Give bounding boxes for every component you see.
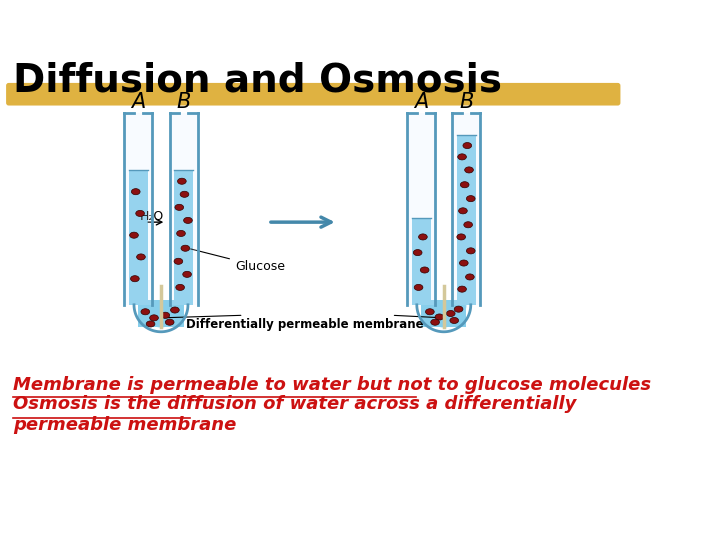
Ellipse shape — [171, 307, 179, 313]
Ellipse shape — [446, 310, 455, 316]
Ellipse shape — [458, 286, 467, 292]
Ellipse shape — [418, 234, 427, 240]
Ellipse shape — [174, 258, 183, 265]
FancyBboxPatch shape — [6, 83, 621, 105]
Bar — [412, 218, 431, 305]
Ellipse shape — [464, 222, 472, 228]
Ellipse shape — [459, 208, 467, 214]
Bar — [138, 300, 184, 327]
Ellipse shape — [178, 178, 186, 184]
Bar — [421, 300, 467, 327]
Ellipse shape — [467, 195, 475, 202]
Ellipse shape — [166, 319, 174, 325]
Text: permeable membrane: permeable membrane — [13, 416, 236, 434]
Ellipse shape — [175, 204, 184, 211]
Ellipse shape — [420, 267, 429, 273]
Text: B: B — [176, 92, 191, 112]
Ellipse shape — [450, 318, 459, 323]
Ellipse shape — [183, 271, 192, 278]
Ellipse shape — [467, 248, 475, 254]
Ellipse shape — [180, 191, 189, 197]
Text: Diffusion and Osmosis: Diffusion and Osmosis — [13, 61, 502, 99]
Ellipse shape — [130, 232, 138, 238]
Ellipse shape — [130, 275, 139, 282]
Ellipse shape — [414, 285, 423, 291]
Ellipse shape — [413, 249, 422, 255]
Wedge shape — [138, 305, 184, 327]
Text: H₂O: H₂O — [140, 210, 164, 222]
Text: B: B — [459, 92, 474, 112]
Text: Osmosis is the diffusion of water across a differentially: Osmosis is the diffusion of water across… — [13, 395, 577, 413]
Ellipse shape — [137, 254, 145, 260]
Wedge shape — [421, 305, 467, 327]
Bar — [170, 113, 197, 305]
Ellipse shape — [454, 306, 463, 312]
Bar — [129, 170, 148, 305]
Ellipse shape — [464, 167, 473, 173]
Ellipse shape — [466, 274, 474, 280]
Ellipse shape — [460, 181, 469, 188]
Ellipse shape — [184, 218, 192, 224]
Ellipse shape — [457, 234, 466, 240]
Bar — [408, 113, 435, 305]
Ellipse shape — [146, 321, 155, 327]
Ellipse shape — [426, 309, 434, 315]
Bar — [457, 135, 476, 305]
Ellipse shape — [458, 154, 467, 160]
Ellipse shape — [141, 309, 150, 315]
Text: A: A — [414, 92, 428, 112]
Bar — [125, 113, 153, 305]
Ellipse shape — [131, 188, 140, 195]
Bar — [174, 170, 193, 305]
Text: Differentially permeable membrane: Differentially permeable membrane — [186, 318, 423, 331]
Ellipse shape — [435, 314, 444, 320]
Ellipse shape — [431, 319, 439, 325]
Ellipse shape — [176, 231, 185, 237]
Ellipse shape — [161, 312, 170, 318]
Ellipse shape — [181, 245, 189, 251]
Text: Membrane is permeable to water but not to glucose molecules: Membrane is permeable to water but not t… — [13, 376, 651, 394]
Ellipse shape — [136, 211, 145, 217]
Ellipse shape — [463, 143, 472, 148]
Ellipse shape — [176, 285, 184, 291]
Bar — [452, 113, 480, 305]
Text: Glucose: Glucose — [191, 249, 285, 273]
Ellipse shape — [459, 260, 468, 266]
Ellipse shape — [150, 315, 158, 321]
Text: A: A — [131, 92, 145, 112]
